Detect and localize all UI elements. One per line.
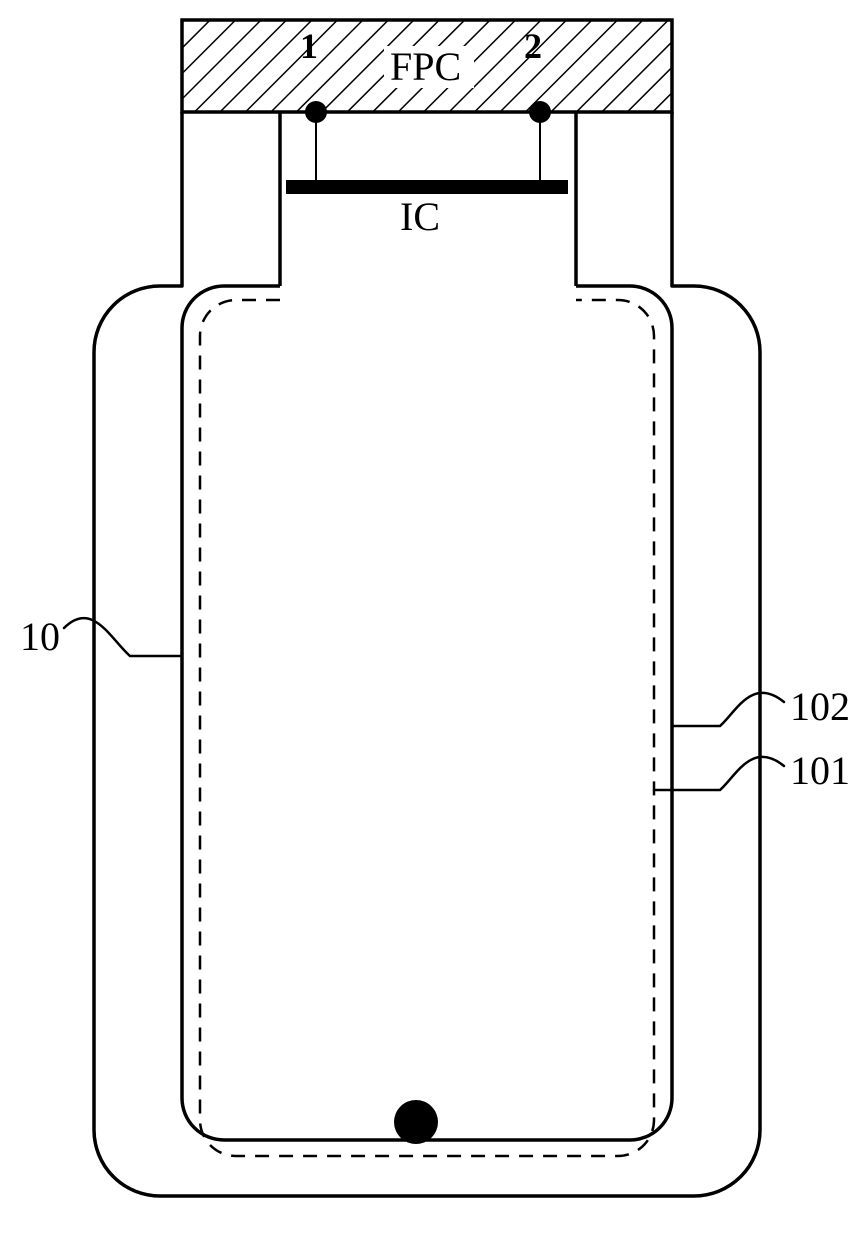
ic-label: IC — [400, 194, 440, 239]
pad-2-dot — [529, 101, 551, 123]
label-l101: 101 — [790, 748, 850, 793]
bottom-dot — [394, 1100, 438, 1144]
label-l10: 10 — [20, 614, 60, 659]
outer-outline — [94, 112, 760, 1196]
dashed-outline — [200, 300, 654, 1156]
pad-2-label: 2 — [524, 26, 542, 66]
leader-l102 — [672, 693, 784, 726]
ic-bar — [286, 180, 568, 194]
label-l102: 102 — [790, 684, 850, 729]
display-outline — [182, 286, 672, 1140]
leader-l10 — [64, 618, 182, 656]
pad-1-label: 1 — [300, 26, 318, 66]
pad-1-dot — [305, 101, 327, 123]
fpc-label: FPC — [390, 44, 461, 89]
